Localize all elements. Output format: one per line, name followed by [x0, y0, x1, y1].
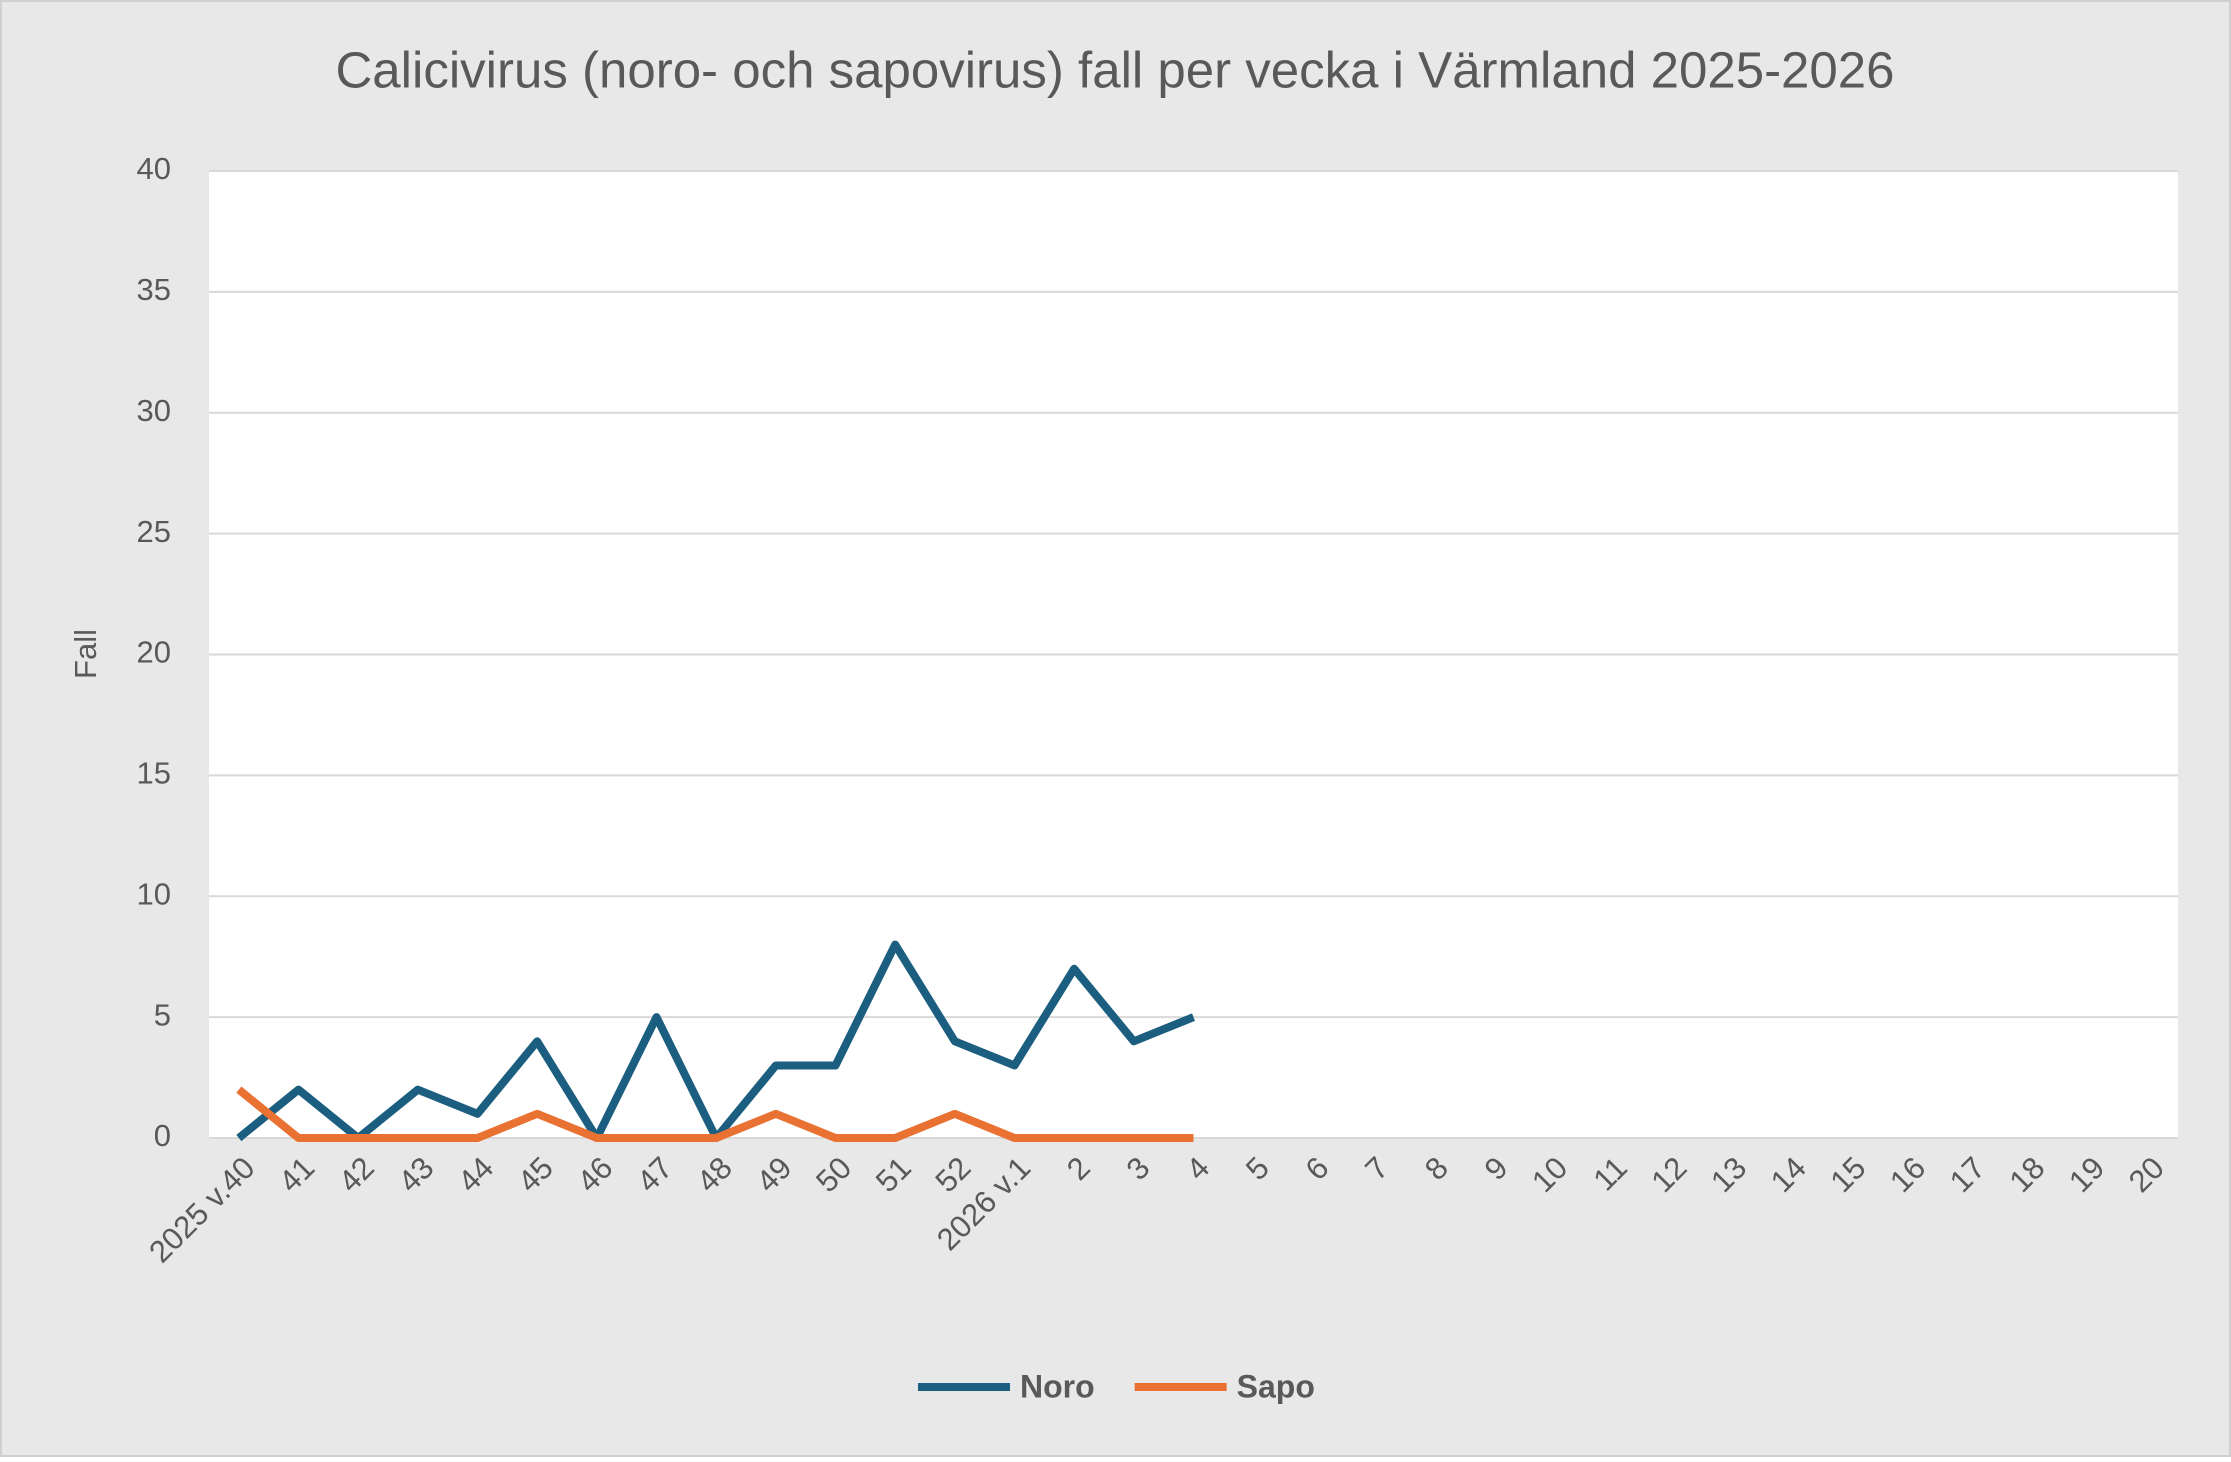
- y-tick-label: 20: [137, 635, 171, 670]
- y-tick-label: 30: [137, 393, 171, 428]
- y-tick-label: 25: [137, 514, 171, 549]
- y-tick-label: 15: [137, 756, 171, 791]
- legend-label: Sapo: [1237, 1368, 1315, 1404]
- y-tick-label: 0: [154, 1118, 171, 1153]
- y-tick-label: 10: [137, 876, 171, 911]
- y-tick-label: 40: [137, 151, 171, 186]
- chart-title: Calicivirus (noro- och sapovirus) fall p…: [335, 41, 1894, 98]
- legend-label: Noro: [1020, 1368, 1095, 1404]
- y-axis-label: Fall: [68, 629, 103, 679]
- series-line: [236, 1086, 1194, 1142]
- y-tick-label: 5: [154, 997, 171, 1032]
- y-tick-label: 35: [137, 272, 171, 307]
